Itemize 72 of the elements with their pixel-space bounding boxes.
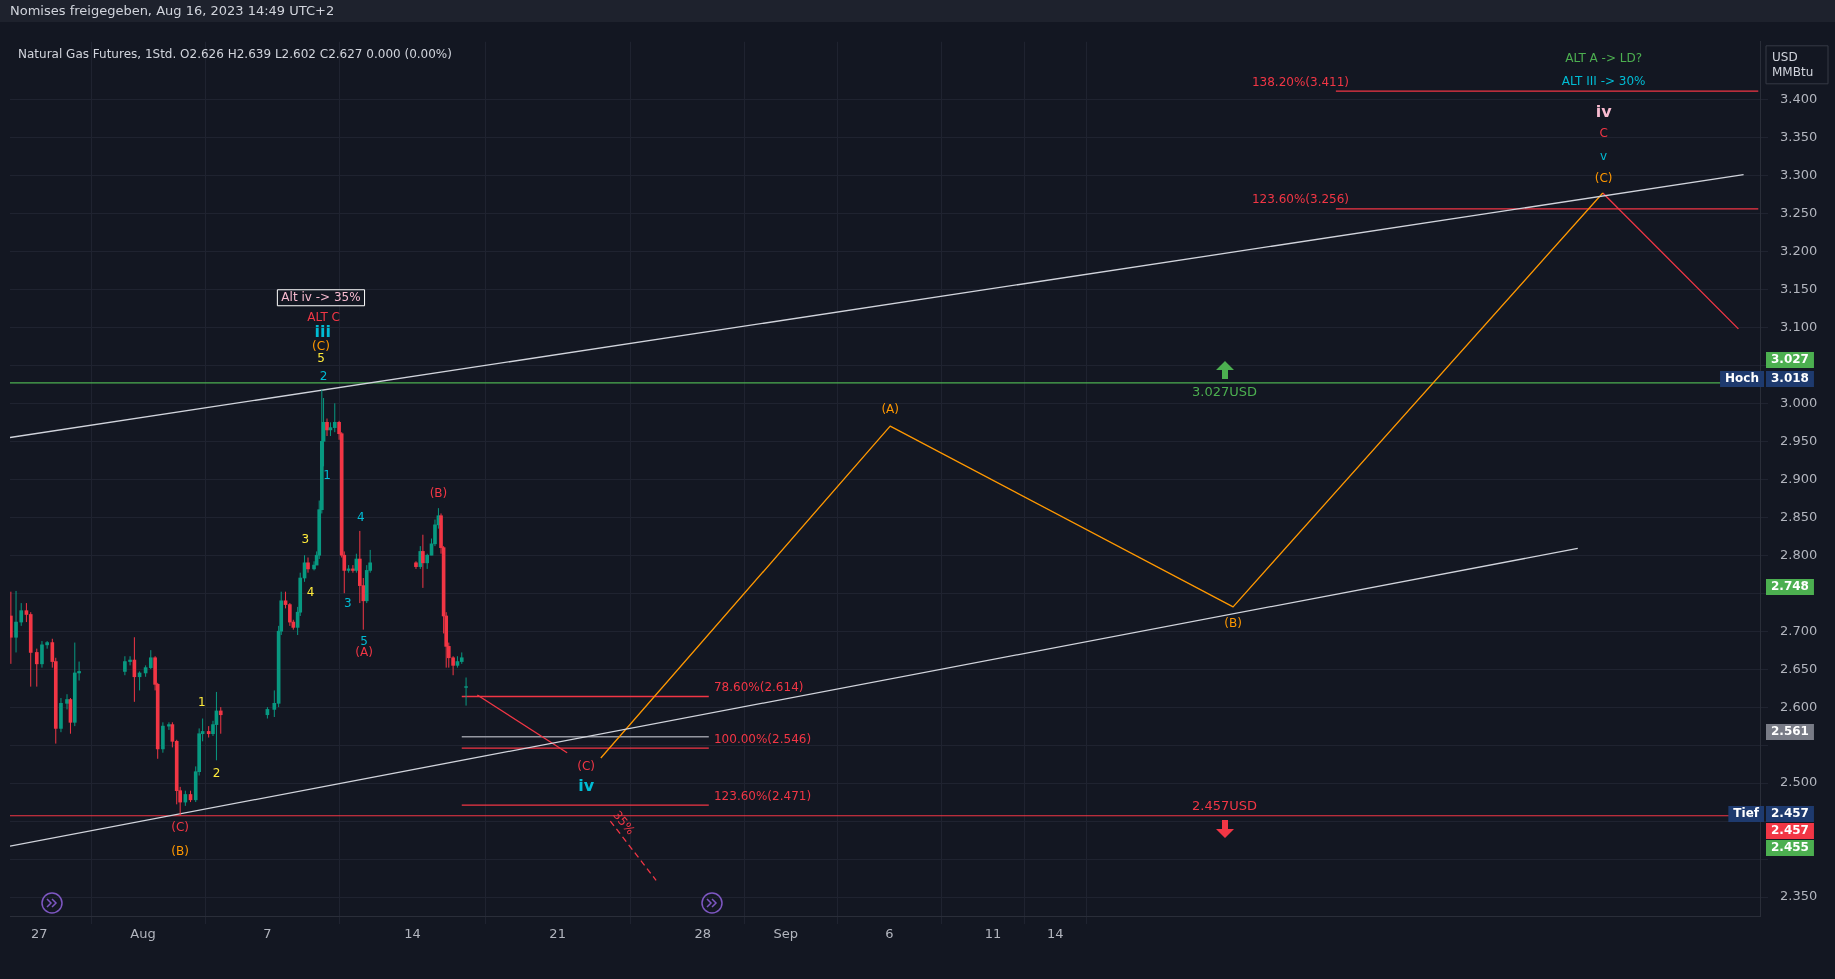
x-tick-label: Aug — [130, 926, 156, 942]
y-tick-label: 3.150 — [1780, 280, 1818, 296]
annotation: iv — [1595, 101, 1613, 121]
annotation: 138.20%(3.411) — [1251, 74, 1350, 89]
chart-subtitle: Nomises freigegeben, Aug 16, 2023 14:49 UTC+2 — [0, 0, 1835, 22]
annotation: 5 — [317, 351, 325, 366]
y-tick-label: 3.350 — [1780, 128, 1818, 144]
annotation: 5 — [360, 633, 368, 648]
annotation: (C) — [312, 339, 330, 354]
x-tick-label: Sep — [773, 926, 798, 942]
text: Natural Gas Futures, 1Std. O2.626 H2.639 L2.602 C2.627 0.000 (0.00%) — [18, 46, 452, 61]
x-tick-label: 21 — [549, 926, 566, 942]
annotation: 1 — [197, 695, 206, 710]
y-tick-label: 3.400 — [1780, 90, 1818, 106]
y-tick-label: 2.500 — [1780, 774, 1818, 790]
text: 2.748 — [1771, 579, 1809, 594]
annotation: (A) — [355, 645, 373, 660]
y-tick-label: 3.300 — [1780, 166, 1818, 182]
x-tick-label: 28 — [694, 926, 712, 942]
ref-line-label: 2.457USD — [1192, 797, 1257, 813]
annotation: 78.60%(2.614) — [713, 680, 804, 695]
annotation: 3 — [343, 595, 352, 610]
annotation: 3 — [301, 532, 310, 547]
annotation: 1 — [323, 468, 331, 483]
text: 2.455 — [1771, 840, 1809, 855]
text: 2.457 — [1771, 823, 1809, 838]
annotation: ALT III -> 30% — [1561, 74, 1646, 89]
y-tick-label: 2.350 — [1780, 888, 1818, 904]
annotation: (C) — [1594, 171, 1613, 186]
annotation: (C) — [171, 820, 190, 835]
annotation: (B) — [1224, 616, 1242, 631]
annotation: 123.60%(2.471) — [713, 788, 812, 803]
y-axis-title: USD MMBtu — [1772, 49, 1814, 79]
ref-line-label: 3.027USD — [1192, 383, 1257, 399]
annotation: C — [1599, 125, 1608, 140]
y-tick-label: 2.900 — [1780, 470, 1818, 486]
y-tick-label: 2.700 — [1780, 622, 1818, 638]
y-tick-label: 2.800 — [1780, 546, 1818, 562]
y-tick-label: 2.850 — [1780, 508, 1818, 524]
x-tick-label: 14 — [404, 926, 421, 942]
annotation: Hoch — [1725, 371, 1760, 386]
annotation: (B) — [171, 843, 189, 858]
annotation: (C) — [577, 758, 596, 773]
annotation: 4 — [306, 584, 315, 599]
y-tick-label: 3.100 — [1780, 318, 1818, 334]
annotation: 2 — [319, 368, 328, 383]
annotation: iv — [578, 776, 595, 796]
y-tick-label: 3.250 — [1780, 204, 1818, 220]
text: 2.457 — [1771, 806, 1809, 821]
text: 3.018 — [1771, 371, 1809, 386]
annotation: (B) — [429, 485, 448, 500]
y-tick-label: 3.200 — [1780, 242, 1818, 258]
annotation: 4 — [356, 510, 365, 525]
x-tick-label: 14 — [1046, 926, 1064, 942]
x-tick-label: 27 — [31, 926, 48, 942]
y-tick-label: 3.000 — [1780, 394, 1818, 410]
annotation: Tief — [1733, 806, 1760, 821]
annotation: 2 — [212, 766, 221, 781]
x-tick-label: 7 — [263, 926, 272, 942]
x-tick-label: 11 — [984, 926, 1002, 942]
y-tick-label: 2.600 — [1780, 698, 1818, 714]
y-tick-label: 2.950 — [1780, 432, 1818, 448]
text: 3.027 — [1771, 352, 1809, 367]
y-tick-label: 2.650 — [1780, 660, 1818, 676]
annotation: (A) — [881, 401, 899, 416]
annotation: v — [1600, 149, 1608, 164]
annotation: ALT A -> LD? — [1565, 51, 1643, 66]
x-tick-label: 6 — [885, 926, 894, 942]
annotation: Alt iv -> 35% — [281, 289, 361, 304]
text: 2.561 — [1771, 724, 1809, 739]
annotation: 100.00%(2.546) — [713, 731, 812, 746]
annotation: 123.60%(3.256) — [1251, 191, 1350, 206]
